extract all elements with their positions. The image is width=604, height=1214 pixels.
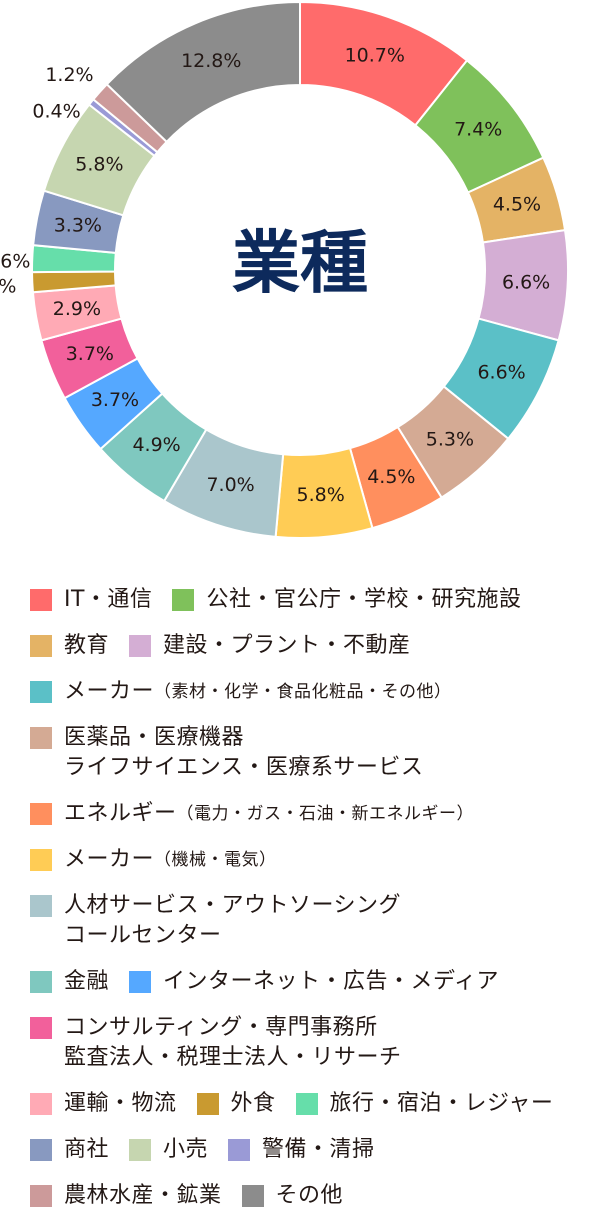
legend-label: 警備・清掃 bbox=[262, 1137, 375, 1162]
legend-label: 建設・プラント・不動産 bbox=[163, 633, 411, 658]
slice-value-label: 12.8% bbox=[181, 50, 241, 72]
legend-row: コンサルティング・専門事務所 監査法人・税理士法人・リサーチ bbox=[30, 1013, 402, 1073]
slice-value-label: 7.4% bbox=[454, 119, 502, 141]
legend-row: 人材サービス・アウトソーシング コールセンター bbox=[30, 891, 401, 951]
legend-row: 農林水産・鉱業 その他 bbox=[30, 1181, 343, 1211]
legend-row: 医薬品・医療機器 ライフサイエンス・医療系サービス bbox=[30, 723, 423, 783]
legend-row: エネルギー （電力・ガス・石油・新エネルギー） bbox=[30, 799, 474, 829]
legend-label: メーカー bbox=[64, 847, 155, 872]
chart-slices bbox=[31, 0, 569, 539]
slice-value-label: 1.6% bbox=[0, 251, 30, 273]
legend-swatch bbox=[30, 971, 52, 993]
legend-swatch bbox=[30, 1139, 52, 1161]
slice-value-label: 6.6% bbox=[477, 362, 525, 384]
chart-title: 業種 bbox=[232, 225, 368, 304]
slice-value-label: 6.6% bbox=[502, 272, 550, 294]
legend-label: 教育 bbox=[64, 633, 110, 658]
legend-swatch bbox=[30, 681, 52, 703]
legend-swatch bbox=[30, 803, 52, 825]
slice-value-label: 3.7% bbox=[91, 389, 139, 411]
legend-swatch bbox=[129, 635, 152, 657]
slice-value-label: 2.9% bbox=[53, 298, 101, 320]
legend-swatch bbox=[30, 589, 52, 611]
legend-sublabel: （素材・化学・食品化粧品・その他） bbox=[154, 682, 452, 702]
slice-value-label: 3.7% bbox=[66, 343, 114, 365]
legend-label: 監査法人・税理士法人・リサーチ bbox=[64, 1045, 402, 1070]
legend-label: 公社・官公庁・学校・研究施設 bbox=[206, 587, 522, 612]
legend-label: コールセンター bbox=[64, 923, 222, 948]
pie-slice bbox=[105, 0, 301, 144]
legend-label: 旅行・宿泊・レジャー bbox=[329, 1091, 554, 1116]
slice-value-label: 0.4% bbox=[32, 101, 80, 123]
legend-swatch bbox=[30, 1093, 52, 1115]
legend-label: コンサルティング・専門事務所 bbox=[64, 1015, 378, 1040]
legend-row: メーカー （機械・電気） bbox=[30, 845, 277, 875]
slice-value-label: 4.9% bbox=[132, 434, 180, 456]
legend-label: ライフサイエンス・医療系サービス bbox=[64, 755, 424, 780]
chart-labels: 10.7% 7.4% 4.5% 6.6% 6.6% 5.3% 4.5% 5.8% 7.0% 4.9… bbox=[0, 45, 550, 506]
legend-label: 農林水産・鉱業 bbox=[64, 1183, 222, 1208]
legend-row: 教育 建設・プラント・不動産 bbox=[30, 631, 411, 661]
legend-swatch bbox=[30, 727, 52, 749]
legend-swatch bbox=[295, 1093, 318, 1115]
slice-value-label: 3.3% bbox=[54, 214, 102, 236]
legend-label: 金融 bbox=[64, 969, 110, 994]
legend-swatch bbox=[129, 1139, 152, 1161]
slice-value-label: 5.8% bbox=[296, 484, 344, 506]
legend-label: その他 bbox=[275, 1183, 344, 1208]
legend-swatch bbox=[30, 635, 52, 657]
legend-row: 金融 インターネット・広告・メディア bbox=[30, 967, 499, 997]
legend-label: 外食 bbox=[230, 1091, 276, 1116]
legend-label: 小売 bbox=[163, 1137, 209, 1162]
slice-value-label: 7.0% bbox=[206, 474, 254, 496]
legend-swatch bbox=[30, 1185, 52, 1207]
slice-value-label: 10.7% bbox=[345, 45, 405, 67]
legend-label: 医薬品・医療機器 bbox=[64, 725, 245, 750]
legend-swatch bbox=[228, 1139, 251, 1161]
legend-swatch bbox=[30, 1017, 52, 1039]
legend-swatch bbox=[129, 971, 152, 993]
legend-swatch bbox=[30, 849, 52, 871]
slice-value-label: 4.5% bbox=[367, 466, 415, 488]
legend-label: 運輸・物流 bbox=[64, 1091, 177, 1116]
legend-label: IT・通信 bbox=[64, 587, 153, 612]
legend-row: IT・通信 公社・官公庁・学校・研究施設 bbox=[30, 585, 521, 615]
legend-row: 商社 小売 警備・清掃 bbox=[30, 1135, 375, 1165]
donut-chart: 10.7% 7.4% 4.5% 6.6% 6.6% 5.3% 4.5% 5.8% 7.0% 4.9… bbox=[0, 0, 569, 539]
legend-swatch bbox=[241, 1185, 264, 1207]
legend-sublabel: （電力・ガス・石油・新エネルギー） bbox=[176, 804, 475, 824]
legend-swatch bbox=[30, 895, 52, 917]
legend-sublabel: （機械・電気） bbox=[154, 850, 277, 870]
legend-label: エネルギー bbox=[64, 801, 177, 826]
legend-swatch bbox=[196, 1093, 219, 1115]
legend-label: 商社 bbox=[64, 1137, 110, 1162]
legend-row: 運輸・物流 外食 旅行・宿泊・レジャー bbox=[30, 1089, 553, 1119]
slice-value-label: 1.2% bbox=[45, 64, 93, 86]
slice-value-label: 1.2% bbox=[0, 275, 16, 297]
slice-value-label: 4.5% bbox=[493, 194, 541, 216]
legend-label: 人材サービス・アウトソーシング bbox=[64, 893, 402, 918]
legend-label: インターネット・広告・メディア bbox=[163, 969, 499, 994]
legend-row: メーカー （素材・化学・食品化粧品・その他） bbox=[30, 677, 452, 707]
legend-label: メーカー bbox=[64, 679, 155, 704]
legend-swatch bbox=[172, 589, 195, 611]
slice-value-label: 5.3% bbox=[426, 428, 474, 450]
slice-value-label: 5.8% bbox=[75, 153, 123, 175]
